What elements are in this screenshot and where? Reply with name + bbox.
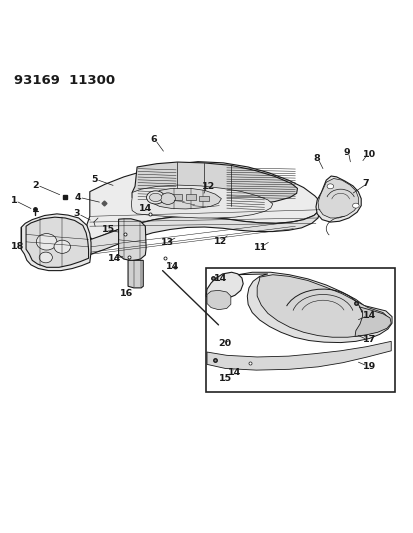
Text: 14: 14 — [166, 262, 179, 271]
Polygon shape — [206, 290, 230, 310]
Text: 93169  11300: 93169 11300 — [14, 74, 114, 87]
Text: 14: 14 — [214, 273, 227, 282]
Polygon shape — [354, 307, 390, 336]
Polygon shape — [85, 210, 319, 254]
Polygon shape — [131, 185, 272, 218]
Text: 20: 20 — [218, 340, 231, 348]
Polygon shape — [317, 179, 358, 218]
Text: 8: 8 — [312, 154, 319, 163]
Ellipse shape — [146, 191, 164, 204]
Ellipse shape — [54, 240, 70, 253]
Ellipse shape — [149, 193, 161, 201]
Bar — [172, 193, 182, 200]
Ellipse shape — [326, 184, 333, 189]
Polygon shape — [315, 176, 360, 222]
Text: 4: 4 — [74, 193, 81, 202]
Text: 18: 18 — [10, 243, 24, 251]
Ellipse shape — [39, 252, 52, 263]
Polygon shape — [118, 219, 146, 261]
Text: 13: 13 — [161, 238, 173, 247]
Text: 3: 3 — [73, 209, 80, 219]
Bar — [206, 268, 394, 392]
Text: 14: 14 — [361, 311, 375, 320]
Text: 7: 7 — [361, 179, 368, 188]
Text: 1: 1 — [10, 196, 17, 205]
Polygon shape — [128, 260, 143, 288]
Bar — [185, 195, 195, 200]
Text: 10: 10 — [361, 150, 375, 159]
Text: 17: 17 — [361, 335, 375, 344]
Bar — [198, 196, 209, 201]
Text: 9: 9 — [343, 148, 349, 157]
Text: 14: 14 — [227, 368, 240, 377]
Text: 14: 14 — [107, 254, 121, 263]
Text: 11: 11 — [254, 244, 267, 253]
Polygon shape — [256, 274, 388, 337]
Text: 14: 14 — [139, 204, 152, 213]
Text: 6: 6 — [150, 135, 157, 144]
Polygon shape — [26, 217, 88, 268]
Polygon shape — [237, 272, 391, 343]
Polygon shape — [150, 188, 221, 209]
Text: 12: 12 — [214, 237, 227, 246]
Polygon shape — [132, 162, 297, 206]
Text: 16: 16 — [119, 289, 133, 298]
Text: 12: 12 — [202, 182, 215, 191]
Polygon shape — [21, 214, 91, 271]
Text: 2: 2 — [32, 181, 39, 190]
Text: 5: 5 — [91, 175, 97, 184]
Text: 15: 15 — [218, 374, 231, 383]
Ellipse shape — [352, 203, 358, 208]
Polygon shape — [206, 272, 242, 300]
Ellipse shape — [160, 193, 175, 204]
Text: 15: 15 — [102, 225, 115, 234]
Polygon shape — [85, 161, 320, 240]
Text: 19: 19 — [361, 361, 375, 370]
Ellipse shape — [36, 233, 57, 250]
Polygon shape — [206, 341, 390, 370]
